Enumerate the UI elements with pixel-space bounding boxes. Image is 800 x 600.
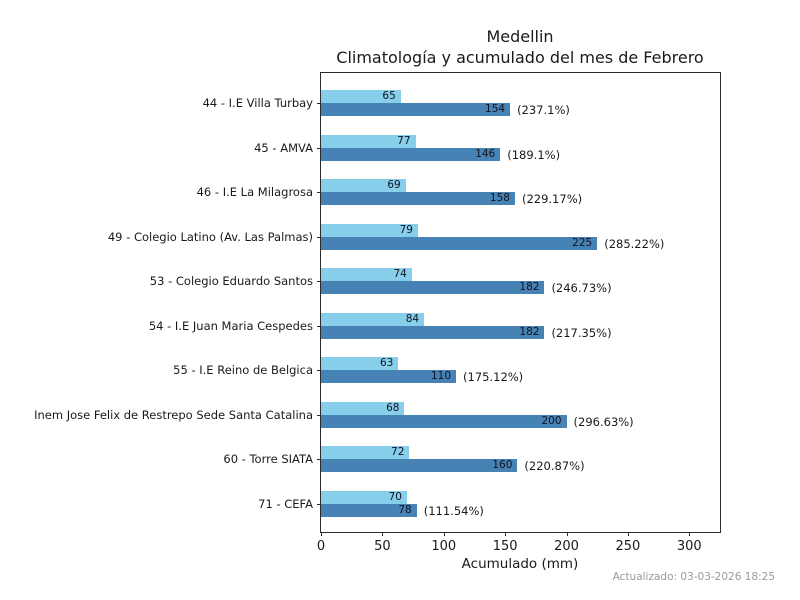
- percentage-label: (220.87%): [524, 459, 585, 473]
- category-label: 54 - I.E Juan Maria Cespedes: [148, 318, 313, 333]
- x-tick-mark: [689, 532, 691, 536]
- x-tick-label: 250: [615, 539, 641, 554]
- category-label: Inem Jose Felix de Restrepo Sede Santa C…: [34, 407, 313, 422]
- bar-value-acumulado: 146: [475, 147, 496, 160]
- percentage-label: (296.63%): [573, 414, 634, 429]
- bar-acumulado: [321, 370, 457, 383]
- percentage-label: (189.1%): [507, 147, 561, 162]
- bar-climatologia: [321, 223, 418, 237]
- bar-acumulado: [321, 281, 545, 294]
- bar-value-climatologia: 72: [391, 446, 405, 458]
- updated-timestamp: Actualizado: 03-03-2026 18:25: [612, 571, 775, 583]
- bar-climatologia: [321, 90, 401, 103]
- x-tick-mark: [321, 532, 322, 536]
- bar-climatologia: [321, 179, 406, 192]
- bar-climatologia: [321, 401, 405, 415]
- bar-value-acumulado: 182: [519, 325, 540, 338]
- y-tick-mark: [317, 147, 321, 149]
- bar-value-climatologia: 69: [387, 179, 401, 191]
- x-tick-mark: [627, 532, 629, 536]
- percentage-label: (229.17%): [521, 192, 583, 206]
- x-tick-mark: [566, 532, 568, 536]
- bar-climatologia: [321, 490, 407, 504]
- category-label: 60 - Torre SIATA: [223, 452, 313, 466]
- x-axis-label: Acumulado (mm): [461, 556, 579, 572]
- bar-value-acumulado: 160: [492, 459, 513, 471]
- percentage-label: (237.1%): [517, 103, 570, 117]
- bar-acumulado: [321, 192, 515, 205]
- bar-acumulado: [321, 503, 417, 517]
- y-tick-mark: [317, 236, 321, 238]
- y-tick-mark: [317, 503, 321, 505]
- bar-value-climatologia: 63: [379, 357, 394, 369]
- bar-value-acumulado: 154: [485, 103, 506, 115]
- bar-value-climatologia: 74: [393, 268, 407, 280]
- x-tick-mark: [505, 532, 507, 536]
- category-label: 49 - Colegio Latino (Av. Las Palmas): [107, 229, 313, 244]
- category-label: 55 - I.E Reino de Belgica: [173, 363, 313, 377]
- chart-title-line2: Climatología y acumulado del mes de Febr…: [336, 48, 704, 67]
- bar-value-acumulado: 110: [430, 370, 452, 382]
- x-tick-label: 100: [431, 539, 457, 554]
- bar-acumulado: [321, 325, 545, 339]
- bar-value-climatologia: 77: [397, 134, 411, 147]
- bar-acumulado: [321, 147, 501, 161]
- category-label: 46 - I.E La Milagrosa: [196, 185, 313, 199]
- x-tick-mark: [443, 532, 445, 536]
- bar-value-acumulado: 200: [541, 414, 562, 427]
- y-tick-mark: [317, 370, 321, 371]
- bar-acumulado: [321, 459, 518, 472]
- percentage-label: (246.73%): [551, 281, 612, 295]
- category-label: 44 - I.E Villa Turbay: [202, 96, 313, 110]
- y-tick-mark: [317, 325, 321, 327]
- bar-value-acumulado: 225: [572, 236, 593, 249]
- chart-title-line1: Medellin: [486, 27, 554, 46]
- bar-climatologia: [321, 268, 412, 281]
- percentage-label: (285.22%): [604, 236, 665, 251]
- y-tick-mark: [317, 103, 321, 104]
- chart-title: Medellin Climatología y acumulado del me…: [220, 26, 800, 68]
- bar-value-climatologia: 70: [388, 490, 402, 503]
- bar-climatologia: [321, 312, 425, 326]
- category-label: 45 - AMVA: [254, 140, 313, 155]
- percentage-label: (111.54%): [423, 503, 484, 518]
- category-label: 71 - CEFA: [258, 496, 313, 511]
- category-label: 53 - Colegio Eduardo Santos: [149, 274, 313, 288]
- bar-value-climatologia: 65: [382, 90, 396, 102]
- x-tick-mark: [382, 532, 384, 536]
- x-tick-label: 300: [676, 539, 702, 554]
- bar-value-climatologia: 84: [405, 312, 420, 325]
- x-tick-label: 0: [316, 539, 326, 554]
- bar-climatologia: [321, 446, 410, 459]
- y-tick-mark: [317, 192, 321, 193]
- plot-area: 44 - I.E Villa Turbay 65 154 (237.1%) 45 - A…: [34, 72, 721, 554]
- y-tick-mark: [317, 281, 321, 282]
- bar-climatologia: [321, 134, 416, 148]
- bar-value-climatologia: 79: [399, 223, 413, 236]
- bar-acumulado: [321, 236, 598, 250]
- bar-value-climatologia: 68: [386, 401, 400, 414]
- x-tick-label: 200: [554, 539, 579, 554]
- bar-value-acumulado: 158: [489, 192, 510, 204]
- x-tick-label: 150: [492, 539, 518, 554]
- percentage-label: (175.12%): [463, 370, 524, 384]
- bar-climatologia: [321, 357, 399, 370]
- bar-acumulado: [321, 103, 511, 116]
- bar-acumulado: [321, 414, 567, 428]
- y-tick-mark: [317, 459, 321, 460]
- percentage-label: (217.35%): [551, 325, 612, 340]
- bar-value-acumulado: 78: [398, 503, 412, 516]
- y-tick-mark: [317, 414, 321, 416]
- x-tick-label: 50: [374, 539, 391, 554]
- bar-value-acumulado: 182: [519, 281, 540, 293]
